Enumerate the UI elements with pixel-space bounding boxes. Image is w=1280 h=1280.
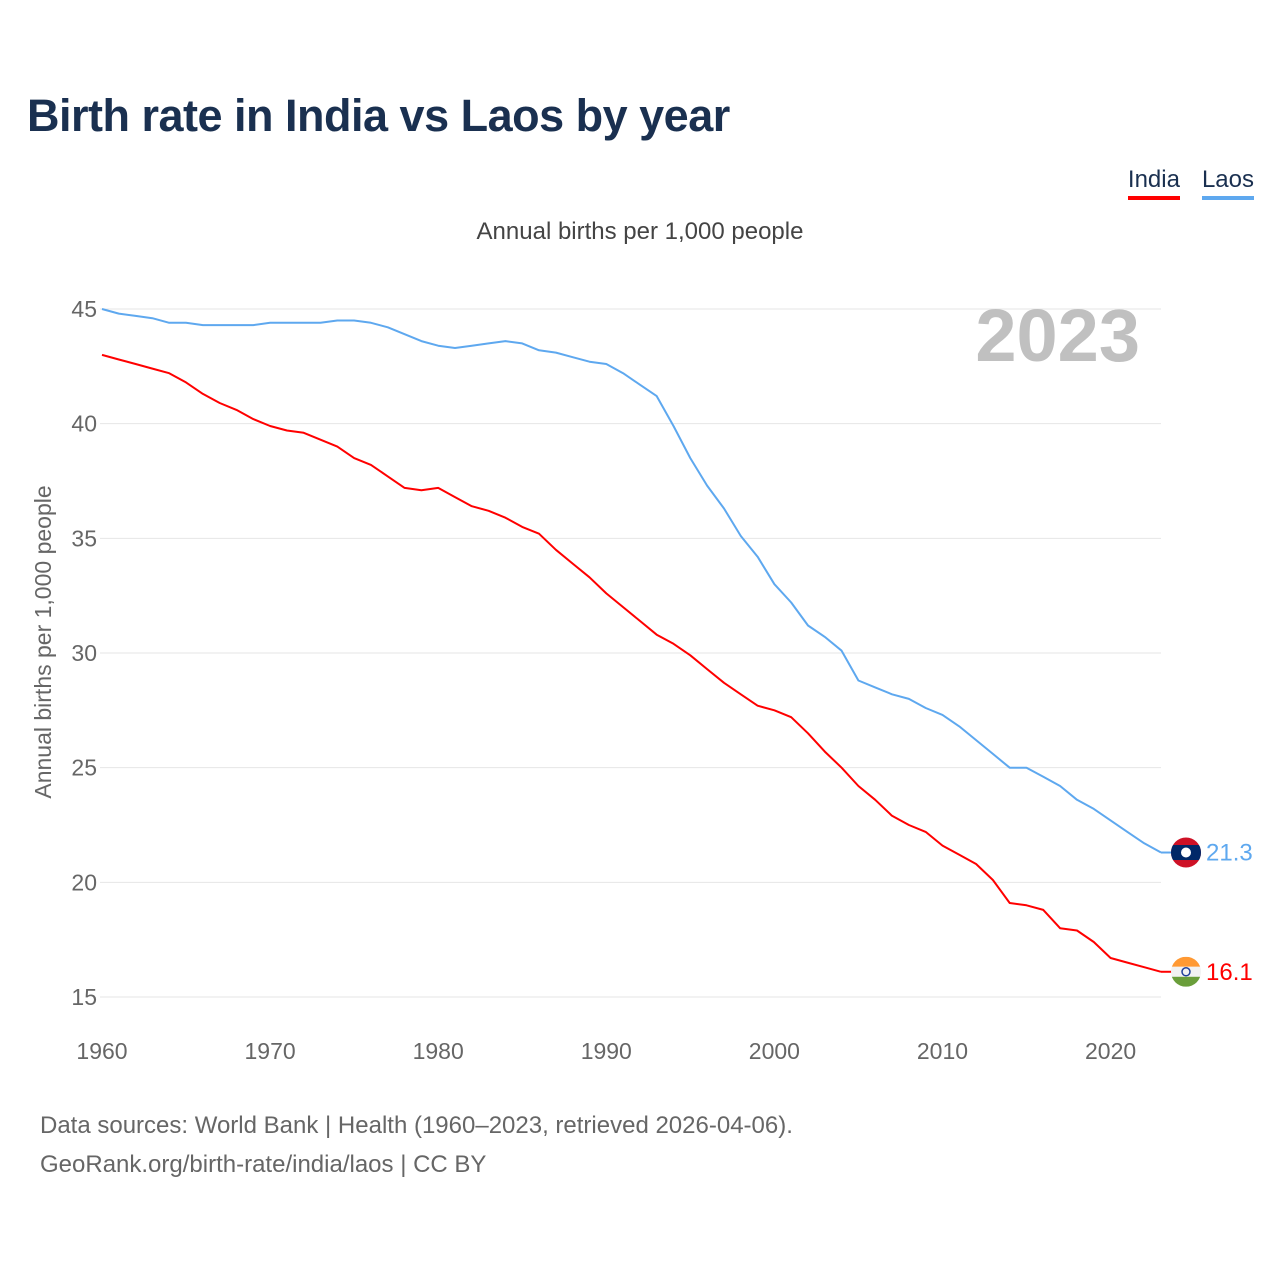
chart-subtitle: Annual births per 1,000 people xyxy=(476,218,804,245)
flag-green xyxy=(1171,976,1201,987)
end-value-label: 21.3 xyxy=(1206,840,1253,867)
flag-body xyxy=(1171,956,1201,987)
legend-item-laos[interactable]: Laos xyxy=(1201,166,1254,200)
end-value-label: 16.1 xyxy=(1206,959,1253,986)
y-tick-label: 30 xyxy=(71,640,97,666)
x-tick-label: 2020 xyxy=(1085,1038,1136,1064)
x-tick-label: 1960 xyxy=(76,1038,127,1064)
flag-body xyxy=(1171,837,1201,868)
y-tick-label: 25 xyxy=(71,755,97,781)
x-tick-label: 1980 xyxy=(413,1038,464,1064)
series-line-india xyxy=(101,353,1162,973)
y-axis-label: Annual births per 1,000 people xyxy=(30,485,56,798)
flag-saffron xyxy=(1171,956,1201,967)
x-tick-label: 2010 xyxy=(917,1038,968,1064)
y-tick-label: 15 xyxy=(71,984,97,1010)
y-tick-label: 40 xyxy=(71,411,97,437)
y-tick-label: 20 xyxy=(71,869,97,895)
series-line-laos xyxy=(101,308,1162,854)
legend-item-india[interactable]: India xyxy=(1127,166,1180,200)
y-tick-label: 35 xyxy=(71,525,97,551)
footer: Data sources: World Bank | Health (1960–… xyxy=(40,1106,793,1184)
year-watermark: 2023 xyxy=(975,294,1140,377)
x-tick-label: 1990 xyxy=(581,1038,632,1064)
flag-moon xyxy=(1181,847,1191,858)
source-link[interactable]: GeoRank.org/birth-rate/india/laos | CC B… xyxy=(40,1151,487,1178)
data-source: Data sources: World Bank | Health (1960–… xyxy=(40,1112,793,1139)
laos-flag-icon xyxy=(1171,837,1201,868)
india-flag-icon xyxy=(1171,956,1201,987)
y-tick-label: 45 xyxy=(71,296,97,322)
x-tick-label: 2000 xyxy=(749,1038,800,1064)
x-tick-label: 1970 xyxy=(245,1038,296,1064)
flag-white xyxy=(1171,966,1201,977)
flag-chakra xyxy=(1181,967,1191,977)
chart-title: Birth rate in India vs Laos by year xyxy=(27,90,730,141)
legend: India Laos xyxy=(1127,166,1254,200)
